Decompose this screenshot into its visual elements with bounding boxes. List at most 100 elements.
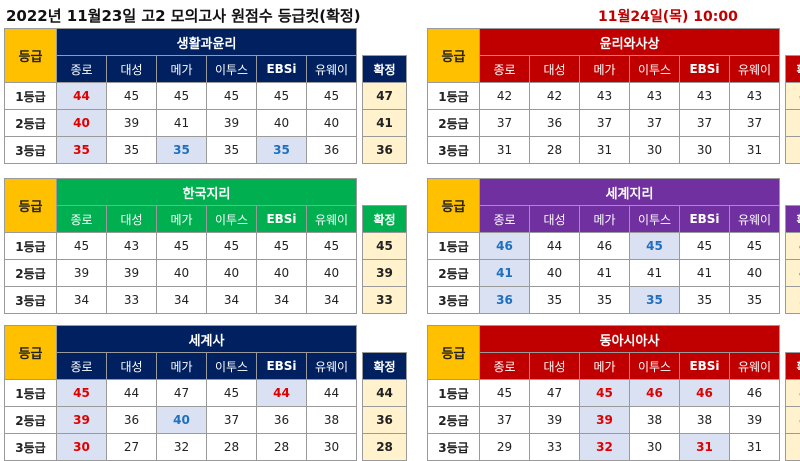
cut-value: 39 [107, 260, 157, 287]
cut-value: 33 [107, 287, 157, 314]
cut-value: 36 [530, 110, 580, 137]
subject-title: 한국지리 [57, 179, 357, 206]
cut-value: 47 [157, 380, 207, 407]
cut-value: 35 [107, 137, 157, 164]
cut-value: 40 [530, 260, 580, 287]
cut-value: 38 [630, 407, 680, 434]
column-header-1: 대성 [530, 353, 580, 380]
confirmed-header: 확정 [363, 56, 407, 83]
cut-value: 43 [680, 83, 730, 110]
grade-header: 등급 [5, 179, 57, 233]
cut-value: 45 [257, 233, 307, 260]
cut-value: 39 [57, 407, 107, 434]
column-header-0: 종로 [480, 206, 530, 233]
column-header-5: 유웨이 [307, 206, 357, 233]
cut-value: 45 [257, 83, 307, 110]
column-header-2: 메가 [157, 353, 207, 380]
cut-value: 35 [730, 287, 780, 314]
cut-value: 40 [57, 110, 107, 137]
column-header-3: 이투스 [207, 353, 257, 380]
cut-value: 46 [630, 380, 680, 407]
cut-value: 45 [307, 233, 357, 260]
cut-value: 33 [530, 434, 580, 461]
cut-value: 27 [107, 434, 157, 461]
column-header-5: 유웨이 [730, 353, 780, 380]
cut-value: 45 [57, 380, 107, 407]
confirmed-value: 34 [786, 287, 800, 314]
page-title: 2022년 11월23일 고2 모의고사 원점수 등급컷(확정) [6, 5, 361, 26]
cut-value: 35 [157, 137, 207, 164]
column-header-4: EBSi [680, 353, 730, 380]
table-row: 3등급36353535353534 [428, 287, 800, 314]
confirmed-value: 40 [786, 260, 800, 287]
cut-value: 45 [630, 233, 680, 260]
cut-value: 45 [157, 233, 207, 260]
grade-header: 등급 [5, 326, 57, 380]
row-label: 3등급 [5, 137, 57, 164]
cut-value: 45 [730, 233, 780, 260]
cut-value: 31 [580, 137, 630, 164]
cut-value: 39 [207, 110, 257, 137]
table-row: 3등급29333230313131 [428, 434, 800, 461]
cut-value: 46 [730, 380, 780, 407]
table-row: 2등급37363737373736 [428, 110, 800, 137]
column-header-1: 대성 [107, 206, 157, 233]
confirmed-header: 확정 [786, 56, 800, 83]
cut-value: 37 [480, 110, 530, 137]
cut-value: 41 [680, 260, 730, 287]
confirmed-value: 42 [786, 83, 800, 110]
blank-cell [363, 326, 407, 353]
confirmed-value: 45 [363, 233, 407, 260]
cut-value: 34 [307, 287, 357, 314]
cut-value: 30 [630, 434, 680, 461]
cut-value: 36 [307, 137, 357, 164]
cut-value: 43 [580, 83, 630, 110]
cut-value: 37 [207, 407, 257, 434]
row-label: 2등급 [428, 110, 480, 137]
cut-value: 28 [257, 434, 307, 461]
cut-value: 29 [480, 434, 530, 461]
confirmed-value: 28 [363, 434, 407, 461]
cut-value: 42 [480, 83, 530, 110]
table-row: 1등급46444645454545 [428, 233, 800, 260]
cut-value: 37 [480, 407, 530, 434]
cut-value: 38 [307, 407, 357, 434]
grade-header: 등급 [428, 179, 480, 233]
cut-value: 35 [530, 287, 580, 314]
cut-value: 47 [530, 380, 580, 407]
cut-value: 45 [207, 83, 257, 110]
cut-value: 37 [630, 110, 680, 137]
grade-header: 등급 [5, 29, 57, 83]
cut-value: 45 [680, 233, 730, 260]
cut-value: 34 [207, 287, 257, 314]
cut-value: 39 [530, 407, 580, 434]
column-header-3: 이투스 [207, 56, 257, 83]
cut-value: 46 [580, 233, 630, 260]
cut-value: 43 [730, 83, 780, 110]
row-label: 2등급 [5, 110, 57, 137]
grade-header: 등급 [428, 29, 480, 83]
cut-value: 45 [580, 380, 630, 407]
cut-value: 32 [157, 434, 207, 461]
row-label: 2등급 [428, 407, 480, 434]
cut-value: 44 [107, 380, 157, 407]
cut-value: 45 [107, 83, 157, 110]
row-label: 1등급 [428, 233, 480, 260]
grade-table-5: 등급동아시아사종로대성메가이투스EBSi유웨이확정1등급454745464646… [427, 325, 800, 461]
cut-value: 30 [680, 137, 730, 164]
confirmed-value: 47 [363, 83, 407, 110]
cut-value: 44 [257, 380, 307, 407]
column-header-2: 메가 [157, 56, 207, 83]
column-header-2: 메가 [580, 56, 630, 83]
cut-value: 42 [530, 83, 580, 110]
confirmed-value: 36 [786, 110, 800, 137]
cut-value: 45 [57, 233, 107, 260]
cut-value: 35 [257, 137, 307, 164]
